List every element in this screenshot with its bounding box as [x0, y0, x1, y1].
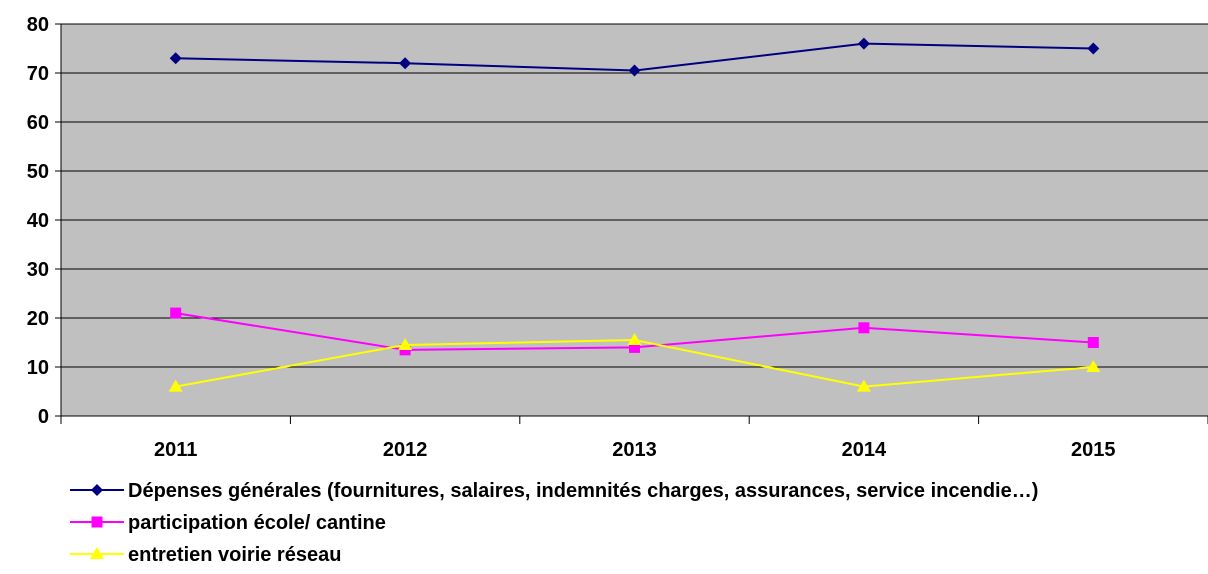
data-point — [1087, 337, 1099, 348]
legend-item-1: Dépenses générales (fournitures, salaire… — [70, 480, 1038, 502]
data-point — [627, 333, 642, 346]
legend-item-2: participation école/ cantine — [70, 512, 386, 534]
data-point — [170, 307, 182, 319]
data-point — [169, 52, 182, 65]
data-point — [398, 337, 413, 350]
x-tick-label: 2013 — [612, 439, 657, 461]
y-axis-tick-labels: 0 10 20 30 40 50 60 70 80 — [27, 14, 49, 428]
gridlines — [61, 23, 1208, 368]
legend-label: Dépenses générales (fournitures, salaire… — [128, 480, 1038, 502]
y-tick-label: 70 — [27, 63, 49, 85]
data-point — [1087, 42, 1100, 55]
x-axis-tick-labels: 2011 2012 2013 2014 2015 — [154, 439, 1116, 461]
data-point — [629, 341, 640, 353]
y-tick-label: 40 — [27, 210, 49, 232]
data-point — [168, 379, 183, 392]
legend-label: entretien voirie réseau — [128, 544, 341, 566]
series-lines — [168, 37, 1101, 392]
axes — [55, 23, 1208, 424]
series-1 — [169, 37, 1100, 77]
y-tick-label: 80 — [27, 14, 49, 36]
x-tick-label: 2012 — [383, 439, 428, 461]
x-tick-label: 2015 — [1071, 439, 1116, 461]
legend-marker — [91, 516, 103, 528]
series-3 — [168, 333, 1101, 392]
y-tick-label: 20 — [27, 308, 49, 330]
data-point — [628, 64, 641, 77]
y-tick-label: 50 — [27, 161, 49, 183]
legend: Dépenses générales (fournitures, salaire… — [70, 480, 1038, 566]
legend-marker — [90, 547, 104, 559]
x-tick-label: 2011 — [154, 439, 197, 461]
y-tick-label: 0 — [38, 406, 49, 428]
x-tick-label: 2014 — [842, 439, 887, 461]
y-tick-label: 30 — [27, 259, 49, 281]
data-point — [1086, 360, 1101, 372]
data-point — [858, 322, 870, 334]
y-tick-label: 10 — [27, 357, 49, 379]
legend-marker — [91, 484, 103, 496]
y-tick-label: 60 — [27, 112, 49, 134]
legend-label: participation école/ cantine — [128, 512, 386, 534]
data-point — [399, 57, 412, 70]
data-point — [856, 379, 871, 392]
legend-item-3: entretien voirie réseau — [70, 544, 341, 566]
data-point — [857, 37, 870, 50]
